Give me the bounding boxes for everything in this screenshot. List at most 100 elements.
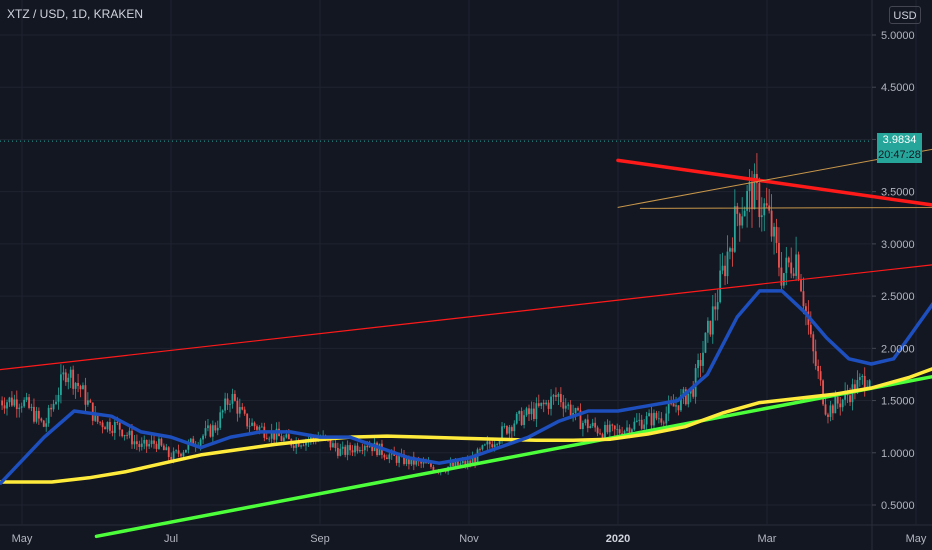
candle-body xyxy=(268,438,271,440)
candle-body xyxy=(537,403,540,406)
candle-body xyxy=(540,402,543,406)
candle-body xyxy=(45,423,48,427)
candle-body xyxy=(135,441,138,445)
candle-body xyxy=(126,435,128,436)
candle-body xyxy=(248,425,251,427)
candle-body xyxy=(67,377,70,383)
candle-body xyxy=(207,425,209,429)
candle-body xyxy=(849,395,851,403)
symbol-title: XTZ / USD, 1D, KRAKEN xyxy=(7,7,144,21)
candle-body xyxy=(780,267,783,286)
candle-body xyxy=(528,408,530,415)
candle-body xyxy=(221,410,224,413)
candle-body xyxy=(648,413,650,417)
candle-body xyxy=(535,403,538,420)
candle-body xyxy=(733,206,736,252)
candle-body xyxy=(459,463,462,466)
candle-body xyxy=(667,403,670,414)
candle-body xyxy=(474,457,476,463)
candle-body xyxy=(479,449,481,451)
candle-body xyxy=(706,320,709,333)
candle-body xyxy=(736,206,739,214)
candle-body xyxy=(60,374,62,395)
candle-body xyxy=(118,422,121,430)
candle-body xyxy=(444,471,447,473)
candle-body xyxy=(6,402,8,409)
x-tick-label: Nov xyxy=(459,533,479,545)
candle-body xyxy=(403,454,405,464)
candle-body xyxy=(457,461,459,466)
candle-body xyxy=(550,396,552,409)
candle-body xyxy=(366,445,369,448)
candle-body xyxy=(40,418,43,421)
candle-body xyxy=(611,424,614,426)
candle-body xyxy=(640,419,643,429)
candle-body xyxy=(94,413,97,421)
candle-body xyxy=(376,442,378,456)
candle-body xyxy=(760,215,763,218)
ma-slow-line[interactable] xyxy=(0,275,932,484)
candle-body xyxy=(309,436,312,440)
candle-body xyxy=(155,443,158,449)
trendline-red-long[interactable] xyxy=(0,173,932,371)
candle-body xyxy=(295,440,298,448)
candle-body xyxy=(133,441,136,445)
currency-button[interactable]: USD xyxy=(889,6,921,24)
candle-body xyxy=(785,257,788,274)
candle-body xyxy=(109,422,111,431)
time-axis[interactable]: MayJulSepNov2020MarMayJulSepNov2021Mar xyxy=(12,533,932,545)
trendline-channel-upper[interactable] xyxy=(617,4,932,208)
candle-body xyxy=(332,443,334,448)
candle-body xyxy=(665,413,668,424)
candle-body xyxy=(265,437,268,439)
candle-body xyxy=(753,174,756,210)
candle-body xyxy=(74,382,77,389)
candle-body xyxy=(805,306,807,312)
candle-body xyxy=(180,453,182,457)
candle-body xyxy=(13,399,16,406)
candle-body xyxy=(466,460,469,466)
candle-body xyxy=(856,380,859,394)
candle-body xyxy=(50,407,53,410)
candle-body xyxy=(677,405,680,411)
candle-body xyxy=(150,440,153,445)
candle-body xyxy=(111,430,114,433)
candle-body xyxy=(123,435,126,437)
candle-body xyxy=(555,395,557,397)
candle-body xyxy=(224,398,227,411)
trendline-horizontal-2[interactable] xyxy=(639,205,932,209)
trendline-red-resistance-thick[interactable] xyxy=(616,158,932,317)
candle-body xyxy=(836,396,839,404)
candle-body xyxy=(645,416,648,425)
ma-fast-line[interactable] xyxy=(0,207,932,486)
candle-body xyxy=(579,410,582,430)
candle-body xyxy=(532,408,535,420)
candle-body xyxy=(814,351,817,366)
candle-body xyxy=(626,427,628,432)
candle-body xyxy=(229,403,231,405)
candle-body xyxy=(329,439,332,448)
candle-body xyxy=(498,440,501,445)
candle-body xyxy=(743,210,746,217)
candle-body xyxy=(687,393,690,405)
candle-body xyxy=(547,402,550,409)
candle-body xyxy=(692,387,695,397)
candle-body xyxy=(508,427,511,434)
candle-body xyxy=(243,409,246,414)
candle-body xyxy=(285,434,288,438)
candle-body xyxy=(510,427,513,432)
candle-body xyxy=(300,445,302,447)
candle-body xyxy=(461,461,464,464)
candle-body xyxy=(216,427,219,431)
candle-body xyxy=(657,418,660,420)
candle-body xyxy=(351,450,354,453)
price-axis[interactable]: 5.00004.50004.00003.50003.00002.50002.00… xyxy=(872,30,915,512)
candle-body xyxy=(672,403,675,407)
candle-body xyxy=(234,393,236,401)
candle-body xyxy=(84,385,87,405)
candle-body xyxy=(30,406,33,408)
trendline-green-support[interactable] xyxy=(94,277,932,539)
x-tick-label: May xyxy=(906,533,927,545)
candle-body xyxy=(758,183,761,218)
